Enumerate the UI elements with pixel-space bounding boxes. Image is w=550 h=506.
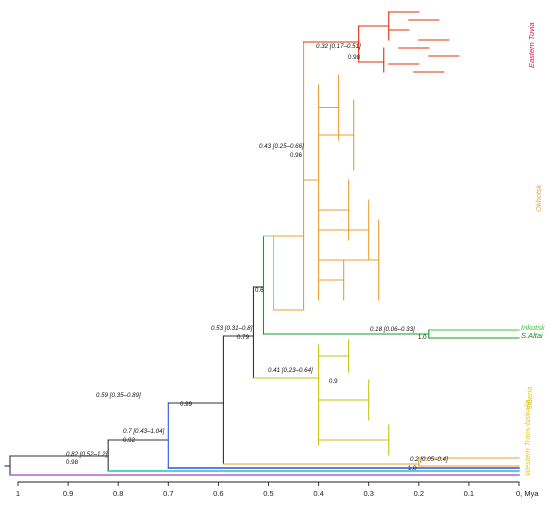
node-posterior-label: 0.98 (66, 459, 79, 466)
axis-tick-label: 0.3 (363, 489, 373, 498)
node-posterior-label: 0.79 (237, 334, 250, 341)
node-age-label: 0.43 [0.25–0.66] (259, 143, 304, 150)
clade-label-s-altai: S.Altai (521, 331, 543, 340)
axis-tick-label: 0.2 (414, 489, 424, 498)
node-age-label: 0.53 [0.31–0.8] (211, 325, 253, 332)
node-posterior-label: 0.99 (180, 401, 193, 408)
axis-tick-label: 0.5 (263, 489, 273, 498)
node-labels: 0.82 [0.52–1.2] 0.98 0.7 [0.43–1.04] 0.9… (66, 43, 448, 472)
node-posterior-label: 0.6 (255, 287, 264, 294)
node-posterior-label: 0.9 (329, 378, 338, 385)
axis-tick-label: 0.7 (163, 489, 173, 498)
clade-label-eastern-tuvia: Eastern Tuvia (527, 22, 536, 68)
node-posterior-label: 1.0 (418, 334, 427, 341)
axis-tick-label: 0.9 (63, 489, 73, 498)
node-age-label: 0.7 [0.43–1.04] (123, 428, 165, 435)
node-age-label: 0.82 [0.52–1.2] (66, 451, 108, 458)
axis-tick-label: 1 (16, 489, 20, 498)
node-age-label: 0.32 [0.17–0.51] (316, 43, 361, 50)
clade-label-inkutsk: Inkutsk (521, 323, 546, 332)
node-posterior-label: 0.92 (123, 437, 136, 444)
node-age-label: 0.18 [0.06–0.33] (370, 326, 415, 333)
axis-tick-label: 0.6 (213, 489, 223, 498)
node-posterior-label: 0.96 (290, 152, 303, 159)
node-age-label: 0.59 [0.35–0.89] (96, 392, 141, 399)
node-posterior-label: 0.98 (348, 54, 361, 61)
node-age-label: 0.41 [0.23–0.64] (268, 367, 313, 374)
clade-label-okhotsk: Okhotsk (534, 183, 543, 212)
axis-tick-label: 0.1 (464, 489, 474, 498)
axis-tick-label: 0.4 (313, 489, 323, 498)
clade-label-siberia: Siberia (525, 387, 534, 410)
branches-layer (4, 11, 520, 476)
axis-tick-label: 0, Mya (516, 489, 539, 498)
node-age-label: 0.2 [0.05–0.4] (410, 456, 448, 463)
axis-tick-label: 0.8 (113, 489, 123, 498)
clade-labels: Eastern Tuvia Okhotsk Inkutsk S.Altai Si… (521, 22, 546, 476)
clade-label-western-transbaikalia: Western Trans-baikalia (523, 400, 532, 476)
clade-tip-fans (368, 7, 520, 446)
time-axis: 1 0.9 0.8 0.7 0.6 0.5 0.4 0.3 0.2 0.1 0, Mya (16, 481, 539, 498)
node-posterior-label: 1.0 (408, 465, 417, 472)
